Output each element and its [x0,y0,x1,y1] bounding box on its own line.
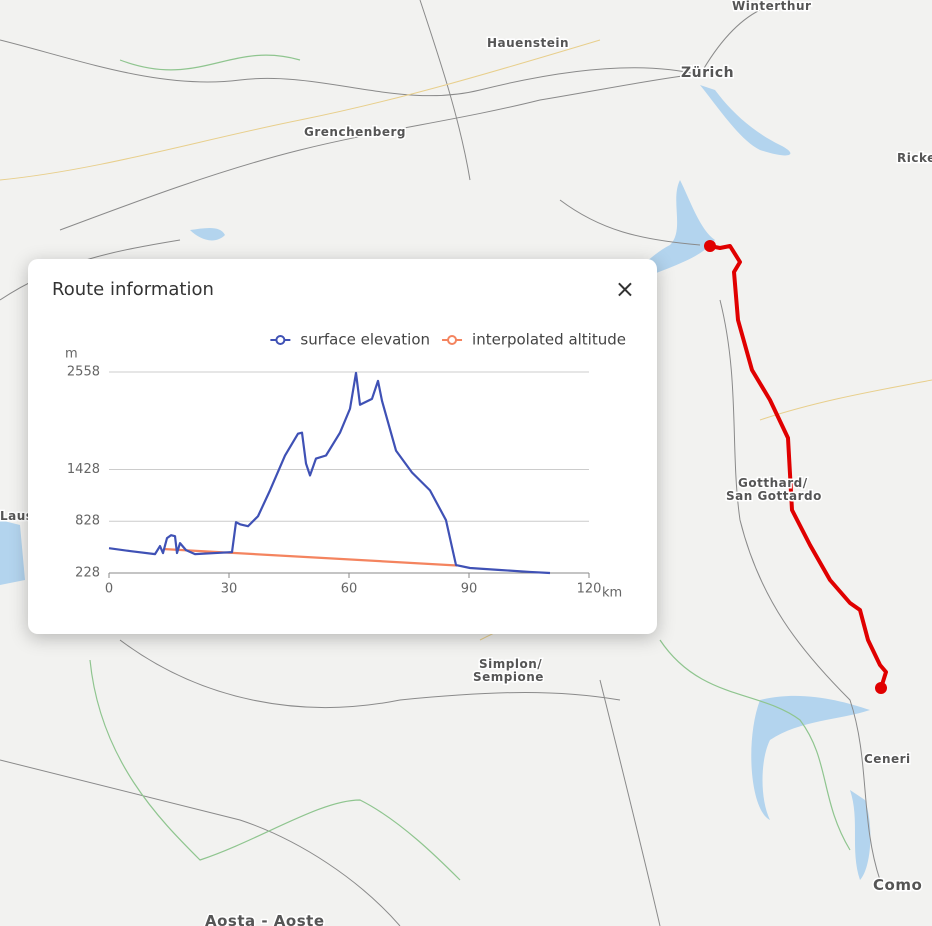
y-tick-label: 228 [75,566,100,581]
legend-swatch [447,335,458,345]
y-tick-label: 1428 [67,462,100,477]
map-label: Como [873,876,922,894]
x-unit: km [602,586,622,601]
map-label: Zürich [681,65,734,81]
map-label: Simplon/ [479,657,542,671]
x-tick-label: 0 [105,582,113,597]
map-label: Aosta - Aoste [205,912,325,926]
borders [89,54,851,881]
x-tick-label: 30 [221,582,238,597]
map-label: Ricke [897,151,932,165]
lakes [0,85,871,880]
x-tick-label: 60 [341,582,358,597]
series-line [164,548,458,567]
map-label: Gotthard/ [738,476,808,490]
x-tick-label: 90 [461,582,478,597]
map-label: Laus [0,509,33,523]
legend-label: surface elevation [300,331,430,349]
route-start [704,240,716,252]
route [709,244,888,689]
map-label: Winterthur [732,0,811,13]
map-label: Ceneri [864,752,911,766]
map-label: San Gottardo [726,489,822,503]
x-tick-label: 120 [577,582,602,597]
panel-title: Route information [52,279,214,300]
roads [0,0,881,926]
legend-label: interpolated altitude [472,331,626,349]
y-tick-label: 828 [75,514,100,529]
map-label: Sempione [473,670,544,684]
series-line [108,371,551,575]
y-unit: m [65,347,78,362]
legend-swatch [275,335,286,345]
route-panel: Route information × m km 228 828 1428 2558 0… [28,259,657,634]
close-button[interactable]: × [614,275,635,303]
map-label: Grenchenberg [304,125,406,139]
y-tick-label: 2558 [67,365,100,380]
map-label: Hauenstein [487,36,569,50]
elevation-chart: m km 228 828 1428 2558 0 30 60 90 120 interpolate… [65,331,626,601]
route-end [875,682,887,694]
